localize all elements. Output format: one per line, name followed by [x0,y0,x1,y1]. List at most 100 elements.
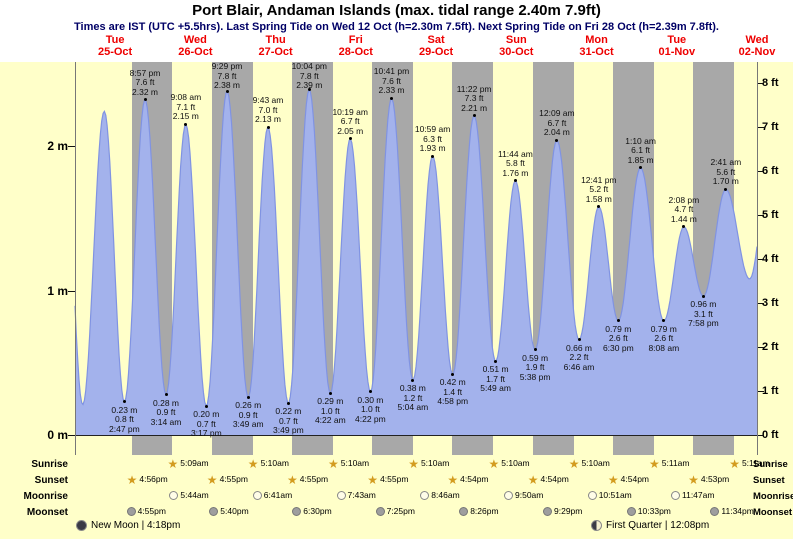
tide-extremum-dot [533,348,537,352]
moonrise-moon-icon [336,491,346,500]
tide-label-line: 5.6 ft [716,166,736,177]
tide-label-line: 1.76 m [502,167,529,178]
tide-label-line: 5.8 ft [505,158,525,169]
tide-label-line: 6.7 ft [547,117,567,128]
tide-label-line: 3:14 am [150,416,182,427]
sunset-star-icon: ★ [688,472,699,487]
moon-phase-new-moon: New Moon | 4:18pm [76,520,180,531]
tide-label-line: 6.3 ft [423,133,443,144]
tide-label-line: 2.05 m [337,125,364,136]
tide-label-line: 0.59 m [522,352,549,363]
tide-label-line: 0.7 ft [278,415,298,426]
sunset-row-label-left: Sunset [34,475,68,486]
axis-tick [757,82,764,84]
sunset-time: 4:55pm [219,474,248,484]
tide-extremum-dot [597,205,601,209]
tide-extremum-dot [143,98,147,102]
tide-label-line: 1.58 m [585,193,612,204]
moonset-marker: 4:55pm [126,505,166,518]
tide-extremum-dot [368,390,372,394]
axis-tick [68,290,75,292]
day-date: 31-Oct [579,46,614,58]
sunrise-marker: ★ 5:10am [489,457,530,470]
tide-extremum-dot [164,393,168,396]
moonrise-time: 7:43am [347,490,376,500]
tide-label-line: 0.51 m [482,364,509,375]
y-axis-label-meters: 0 m [47,428,68,442]
tide-label-line: 7.3 ft [464,93,484,104]
tide-label-line: 2.33 m [378,85,405,96]
y-axis-label-feet: 5 ft [762,208,779,221]
day-date: 26-Oct [178,46,213,58]
tide-label-line: 0.30 m [357,394,384,405]
tide-extremum-dot [431,154,435,158]
high-tide-label: 10:19 am 6.7 ft 2.05 m [329,107,371,137]
tide-label-line: 0.79 m [605,323,632,334]
tide-label-line: 1.4 ft [443,386,463,397]
tide-label-line: 0.29 m [317,396,344,407]
day-header: Wed 26-Oct [155,34,235,58]
day-name: Thu [265,34,286,46]
day-header: Mon 31-Oct [557,34,637,58]
high-tide-label: 9:29 pm 7.8 ft 2.38 m [206,61,248,91]
sunrise-row-label-left: Sunrise [31,459,68,470]
tide-label-line: 12:09 am [539,108,575,119]
sunrise-time: 5:10am [420,458,450,468]
tide-extremum-dot [724,187,728,191]
axis-tick [68,435,75,436]
tide-label-line: 2.6 ft [654,333,674,344]
sunset-marker: ★ 4:55pm [207,473,248,486]
moonset-moon-icon [459,507,469,516]
tide-label-line: 5:49 am [480,383,511,394]
tide-label-line: 0.42 m [439,377,466,388]
moonset-time: 6:30pm [303,506,332,516]
tide-extremum-dot [472,114,476,118]
tide-label-line: 0.23 m [111,404,138,415]
y-axis-label-feet: 3 ft [762,296,779,309]
tide-label-line: 7.1 ft [176,101,196,112]
tide-label-line: 5.2 ft [589,184,609,195]
y-axis-label-feet: 2 ft [762,340,779,353]
tide-label-line: 1.9 ft [525,362,545,373]
tide-label-line: 2.6 ft [608,333,628,344]
tide-label-line: 10:41 pm [373,66,410,77]
tide-extremum-dot [266,125,270,129]
tide-label-line: 1.93 m [419,143,446,154]
low-tide-label: 0.79 m 2.6 ft 6:30 pm [597,323,639,354]
moonset-time: 9:29pm [554,506,583,516]
tide-label-line: 7.6 ft [135,77,155,88]
day-name: Sat [427,34,445,46]
sunset-star-icon: ★ [607,472,619,487]
tide-label-line: 3:17 pm [190,428,222,439]
tide-label-line: 11:44 am [497,148,533,159]
tide-label-line: 5:04 am [397,402,429,413]
tide-label-line: 0.22 m [275,406,302,417]
low-tide-label: 0.20 m 0.7 ft 3:17 pm [185,410,227,439]
y-axis-label-feet: 6 ft [762,164,779,177]
tide-label-line: 6.7 ft [340,116,360,127]
sunrise-time: 5:11am [661,458,690,468]
low-tide-label: 0.30 m 1.0 ft 4:22 pm [349,394,391,425]
low-tide-label: 0.96 m 3.1 ft 7:58 pm [682,300,724,329]
high-tide-label: 9:08 am 7.1 ft 2.15 m [165,93,207,122]
day-name: Tue [105,34,125,46]
low-tide-label: 0.51 m 1.7 ft 5:49 am [475,365,517,394]
high-tide-label: 10:41 pm 7.6 ft 2.33 m [371,67,413,96]
sunset-star-icon: ★ [527,472,539,487]
y-axis-label-feet: 1 ft [762,385,779,397]
tide-label-line: 0.26 m [235,400,262,411]
moonrise-moon-icon [420,491,430,500]
moonset-time: 11:34pm [721,506,754,516]
moonset-time: 7:25pm [386,506,415,516]
tide-extremum-dot [639,166,643,170]
high-tide-label: 1:10 am 6.1 ft 1.85 m [620,136,662,166]
tide-label-line: 8:08 am [648,342,680,353]
moonrise-time: 9:50am [515,490,544,500]
sunrise-time: 5:10am [260,458,289,468]
tide-label-line: 4:22 pm [355,413,386,424]
new-moon-icon [76,520,87,531]
moonset-moon-icon [710,507,720,516]
high-tide-label: 2:08 pm 4.7 ft 1.44 m [663,195,705,225]
moonset-time: 10:33pm [637,506,671,516]
